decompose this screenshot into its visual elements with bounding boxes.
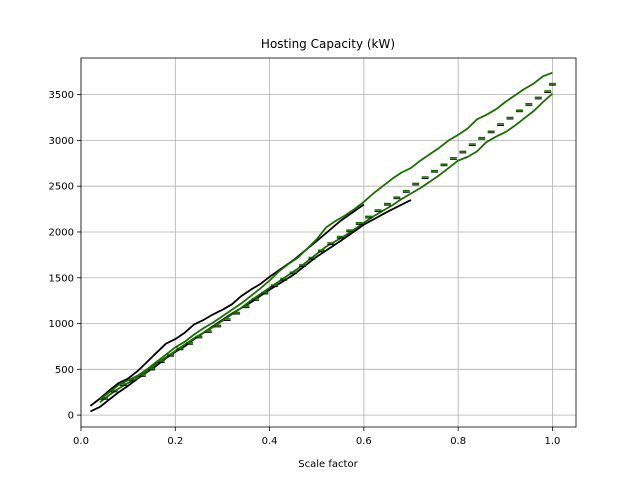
y-tick-label: 1000 (49, 319, 74, 330)
y-tick-label: 1500 (49, 273, 74, 284)
x-tick-label: 0.6 (356, 436, 372, 447)
y-tick-label: 2000 (49, 227, 74, 238)
grid-lines (80, 58, 576, 427)
x-axis-label: Scale factor (298, 459, 358, 470)
series-lines (89, 71, 553, 413)
x-tick-label: 0.8 (450, 436, 466, 447)
x-tick-label: 1.0 (544, 436, 560, 447)
series-line-1 (89, 203, 365, 407)
x-tick-label: 0.4 (262, 436, 278, 447)
y-tick-label: 3500 (49, 90, 74, 101)
y-axis-ticks: 0 500 1000 1500 2000 2500 3000 3500 (49, 90, 81, 422)
series-line-4 (99, 93, 553, 404)
y-tick-label: 0 (68, 411, 74, 422)
x-axis-ticks: 0.0 0.2 0.4 0.6 0.8 1.0 (73, 427, 560, 447)
y-tick-label: 500 (55, 365, 74, 376)
x-tick-label: 0.2 (167, 436, 183, 447)
series-markers (101, 82, 556, 400)
series-line-3 (99, 71, 553, 401)
y-tick-label: 3000 (49, 136, 74, 147)
y-tick-label: 2500 (49, 182, 74, 193)
x-tick-label: 0.0 (73, 436, 89, 447)
chart-title: Hosting Capacity (kW) (261, 37, 395, 51)
plot-frame (80, 57, 577, 428)
